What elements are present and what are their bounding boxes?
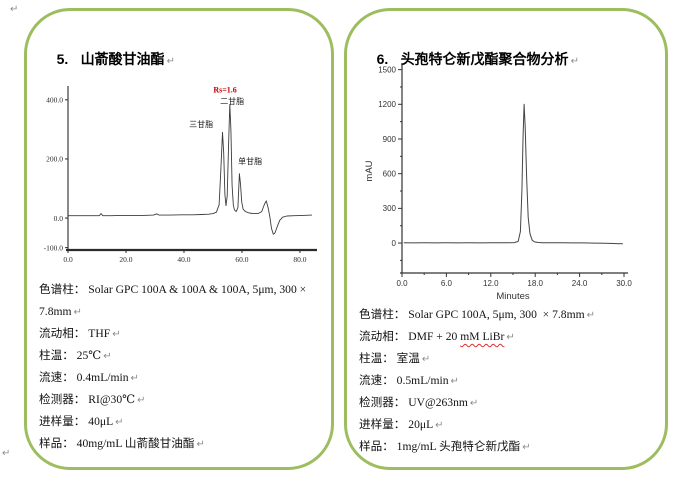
paragraph-mark: ↵	[506, 332, 515, 343]
spec-mobile-phase: 流动相： DMF + 20 mM LiBr ↵	[359, 326, 595, 348]
svg-text:单甘脂: 单甘脂	[238, 156, 262, 166]
paragraph-mark: ↵	[469, 398, 479, 409]
spec-flow-rate: 流速： 0.5mL/min ↵	[359, 370, 595, 392]
spec-column: 色谱柱： Solar GPC 100A, 5μm, 300 × 7.8mm ↵	[359, 304, 595, 326]
svg-text:mAU: mAU	[364, 160, 375, 181]
spec-text: 柱温： 室温	[359, 352, 420, 365]
svg-text:400.0: 400.0	[46, 96, 63, 105]
chromatogram-right: 0.0 6.0 12.0 18.0 24.0 30.0 0 300 600 900 1200 1500…	[364, 63, 632, 302]
svg-text:1200: 1200	[378, 100, 396, 109]
spec-injection: 进样量： 20μL ↵	[359, 414, 595, 436]
svg-text:0: 0	[392, 239, 397, 248]
spec-text: 色谱柱： Solar GPC 100A, 5μm, 300 × 7.8mm	[359, 308, 585, 321]
spec-text: 检测器： UV@263nm	[359, 396, 468, 409]
spec-column-line1: 色谱柱： Solar GPC 100A & 100A & 100A, 5μm, …	[39, 279, 306, 301]
spec-injection: 进样量： 40μL ↵	[39, 411, 306, 433]
spec-text: 进样量： 40μL	[39, 415, 114, 428]
paragraph-mark: ↵	[103, 351, 112, 362]
spec-text: 样品： 40mg/mL 山萮酸甘油酯	[39, 437, 195, 450]
spec-sample: 样品： 40mg/mL 山萮酸甘油酯 ↵	[39, 433, 306, 455]
section-number: 6.	[376, 51, 389, 67]
paragraph-mark: ↵	[112, 329, 121, 340]
svg-text:0.0: 0.0	[63, 255, 73, 264]
spec-sample: 样品： 1mg/mL 头孢特仑新戊酯 ↵	[359, 436, 595, 458]
paragraph-mark: ↵	[450, 376, 459, 387]
svg-text:24.0: 24.0	[572, 279, 588, 288]
spellcheck-flagged-text: mM LiBr	[460, 330, 505, 343]
paragraph-mark: ↵	[166, 56, 175, 67]
spec-list-right: 色谱柱： Solar GPC 100A, 5μm, 300 × 7.8mm ↵ 流…	[359, 304, 595, 458]
svg-text:20.0: 20.0	[119, 255, 132, 264]
spec-column-temp: 柱温： 室温 ↵	[359, 348, 595, 370]
paragraph-mark: ↵	[196, 439, 205, 450]
paragraph-mark: ↵	[570, 56, 579, 67]
svg-text:Minutes: Minutes	[496, 291, 530, 302]
spec-mobile-phase: 流动相： THF ↵	[39, 323, 306, 345]
svg-text:900: 900	[383, 135, 397, 144]
paragraph-mark: ↵	[10, 4, 19, 15]
spec-detector: 检测器： RI@30℃ ↵	[39, 389, 306, 411]
spec-text: 检测器： RI@30℃	[39, 393, 136, 406]
paragraph-mark: ↵	[73, 307, 82, 318]
spec-text: 样品： 1mg/mL 头孢特仑新戊酯	[359, 440, 521, 453]
paragraph-mark: ↵	[586, 310, 596, 321]
svg-text:18.0: 18.0	[527, 279, 543, 288]
spec-text: 7.8mm	[39, 305, 72, 318]
paragraph-mark: ↵	[2, 448, 11, 459]
panel-glyceryl-behenate: 5. 山萮酸甘油酯 ↵ 0.0 20.0 40.0 60.0 80.0 400.0 200.0 0…	[24, 8, 334, 470]
spec-text: 流动相： DMF + 20	[359, 330, 461, 343]
svg-text:30.0: 30.0	[616, 279, 632, 288]
svg-text:12.0: 12.0	[483, 279, 499, 288]
svg-text:1500: 1500	[378, 65, 396, 74]
spec-list-left: 色谱柱： Solar GPC 100A & 100A & 100A, 5μm, …	[39, 279, 306, 455]
spec-text: 柱温： 25℃	[39, 349, 102, 362]
svg-text:6.0: 6.0	[441, 279, 453, 288]
svg-text:200.0: 200.0	[46, 155, 63, 164]
svg-text:80.0: 80.0	[293, 255, 306, 264]
svg-text:-100.0: -100.0	[44, 243, 64, 252]
section-title-text: 山萮酸甘油酯	[80, 51, 165, 67]
panel-cefteram-pivoxil: 6. 头孢特仑新戊酯聚合物分析 ↵ 0.0 6.0 12.0 18.0 24.0 30.0 0 3…	[344, 8, 668, 470]
svg-text:300: 300	[383, 204, 397, 213]
paragraph-mark: ↵	[522, 442, 531, 453]
spec-flow-rate: 流速： 0.4mL/min ↵	[39, 367, 306, 389]
svg-text:二甘脂: 二甘脂	[220, 96, 244, 106]
paragraph-mark: ↵	[137, 395, 146, 406]
paragraph-mark: ↵	[435, 420, 444, 431]
paragraph-mark: ↵	[115, 417, 124, 428]
section-title-left: 5. 山萮酸甘油酯 ↵	[41, 33, 175, 85]
svg-text:600: 600	[383, 169, 397, 178]
svg-text:40.0: 40.0	[177, 255, 190, 264]
section-title-right: 6. 头孢特仑新戊酯聚合物分析 ↵	[361, 33, 579, 85]
spec-column-line2: 7.8mm ↵	[39, 301, 306, 323]
spec-text: 流动相： THF	[39, 327, 111, 340]
svg-text:0.0: 0.0	[396, 279, 408, 288]
spec-text: 色谱柱： Solar GPC 100A & 100A & 100A, 5μm, …	[39, 283, 307, 296]
paragraph-mark: ↵	[421, 354, 431, 365]
spec-text: 流速： 0.5mL/min	[359, 374, 449, 387]
spec-text: 进样量： 20μL	[359, 418, 434, 431]
svg-text:0.0: 0.0	[54, 214, 64, 223]
spec-detector: 检测器： UV@263nm ↵	[359, 392, 595, 414]
svg-text:三甘脂: 三甘脂	[189, 119, 213, 129]
chromatogram-left: 0.0 20.0 40.0 60.0 80.0 400.0 200.0 0.0 -100.0 Rs…	[44, 85, 317, 264]
section-title-text: 头孢特仑新戊酯聚合物分析	[400, 51, 569, 67]
section-number: 5.	[56, 51, 69, 67]
svg-text:60.0: 60.0	[235, 255, 248, 264]
spec-text: 流速： 0.4mL/min	[39, 371, 129, 384]
paragraph-mark: ↵	[130, 373, 139, 384]
svg-text:Rs=1.6: Rs=1.6	[213, 85, 236, 94]
spec-column-temp: 柱温： 25℃ ↵	[39, 345, 306, 367]
